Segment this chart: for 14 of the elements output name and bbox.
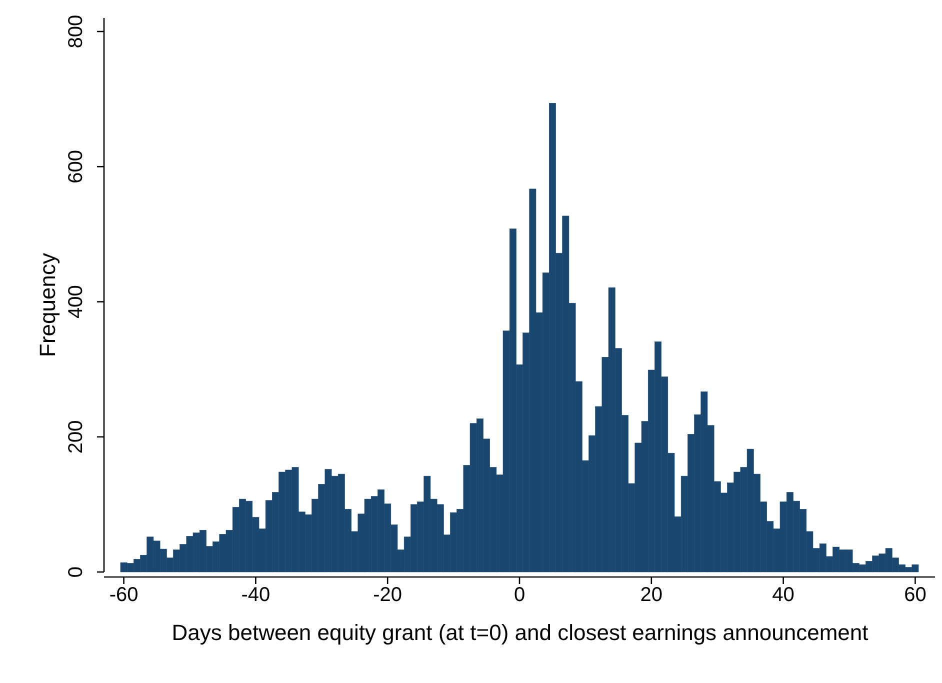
x-axis-title: Days between equity grant (at t=0) and closest earnings announcement	[172, 620, 868, 645]
x-tick-label: 40	[772, 584, 794, 606]
y-tick-label: 800	[65, 14, 87, 48]
x-tick-label: -40	[241, 584, 270, 606]
y-tick-label: 0	[65, 566, 87, 578]
y-axis-title: Frequency	[35, 253, 60, 357]
x-tick-label: 0	[514, 584, 526, 606]
y-tick-label: 600	[65, 150, 87, 184]
x-tick-label: -60	[109, 584, 138, 606]
x-tick-label: 60	[904, 584, 926, 606]
y-tick-label: 400	[65, 285, 87, 318]
x-tick-label: 20	[640, 584, 663, 606]
x-tick-label: -20	[373, 584, 402, 606]
y-tick-label: 200	[65, 420, 87, 454]
